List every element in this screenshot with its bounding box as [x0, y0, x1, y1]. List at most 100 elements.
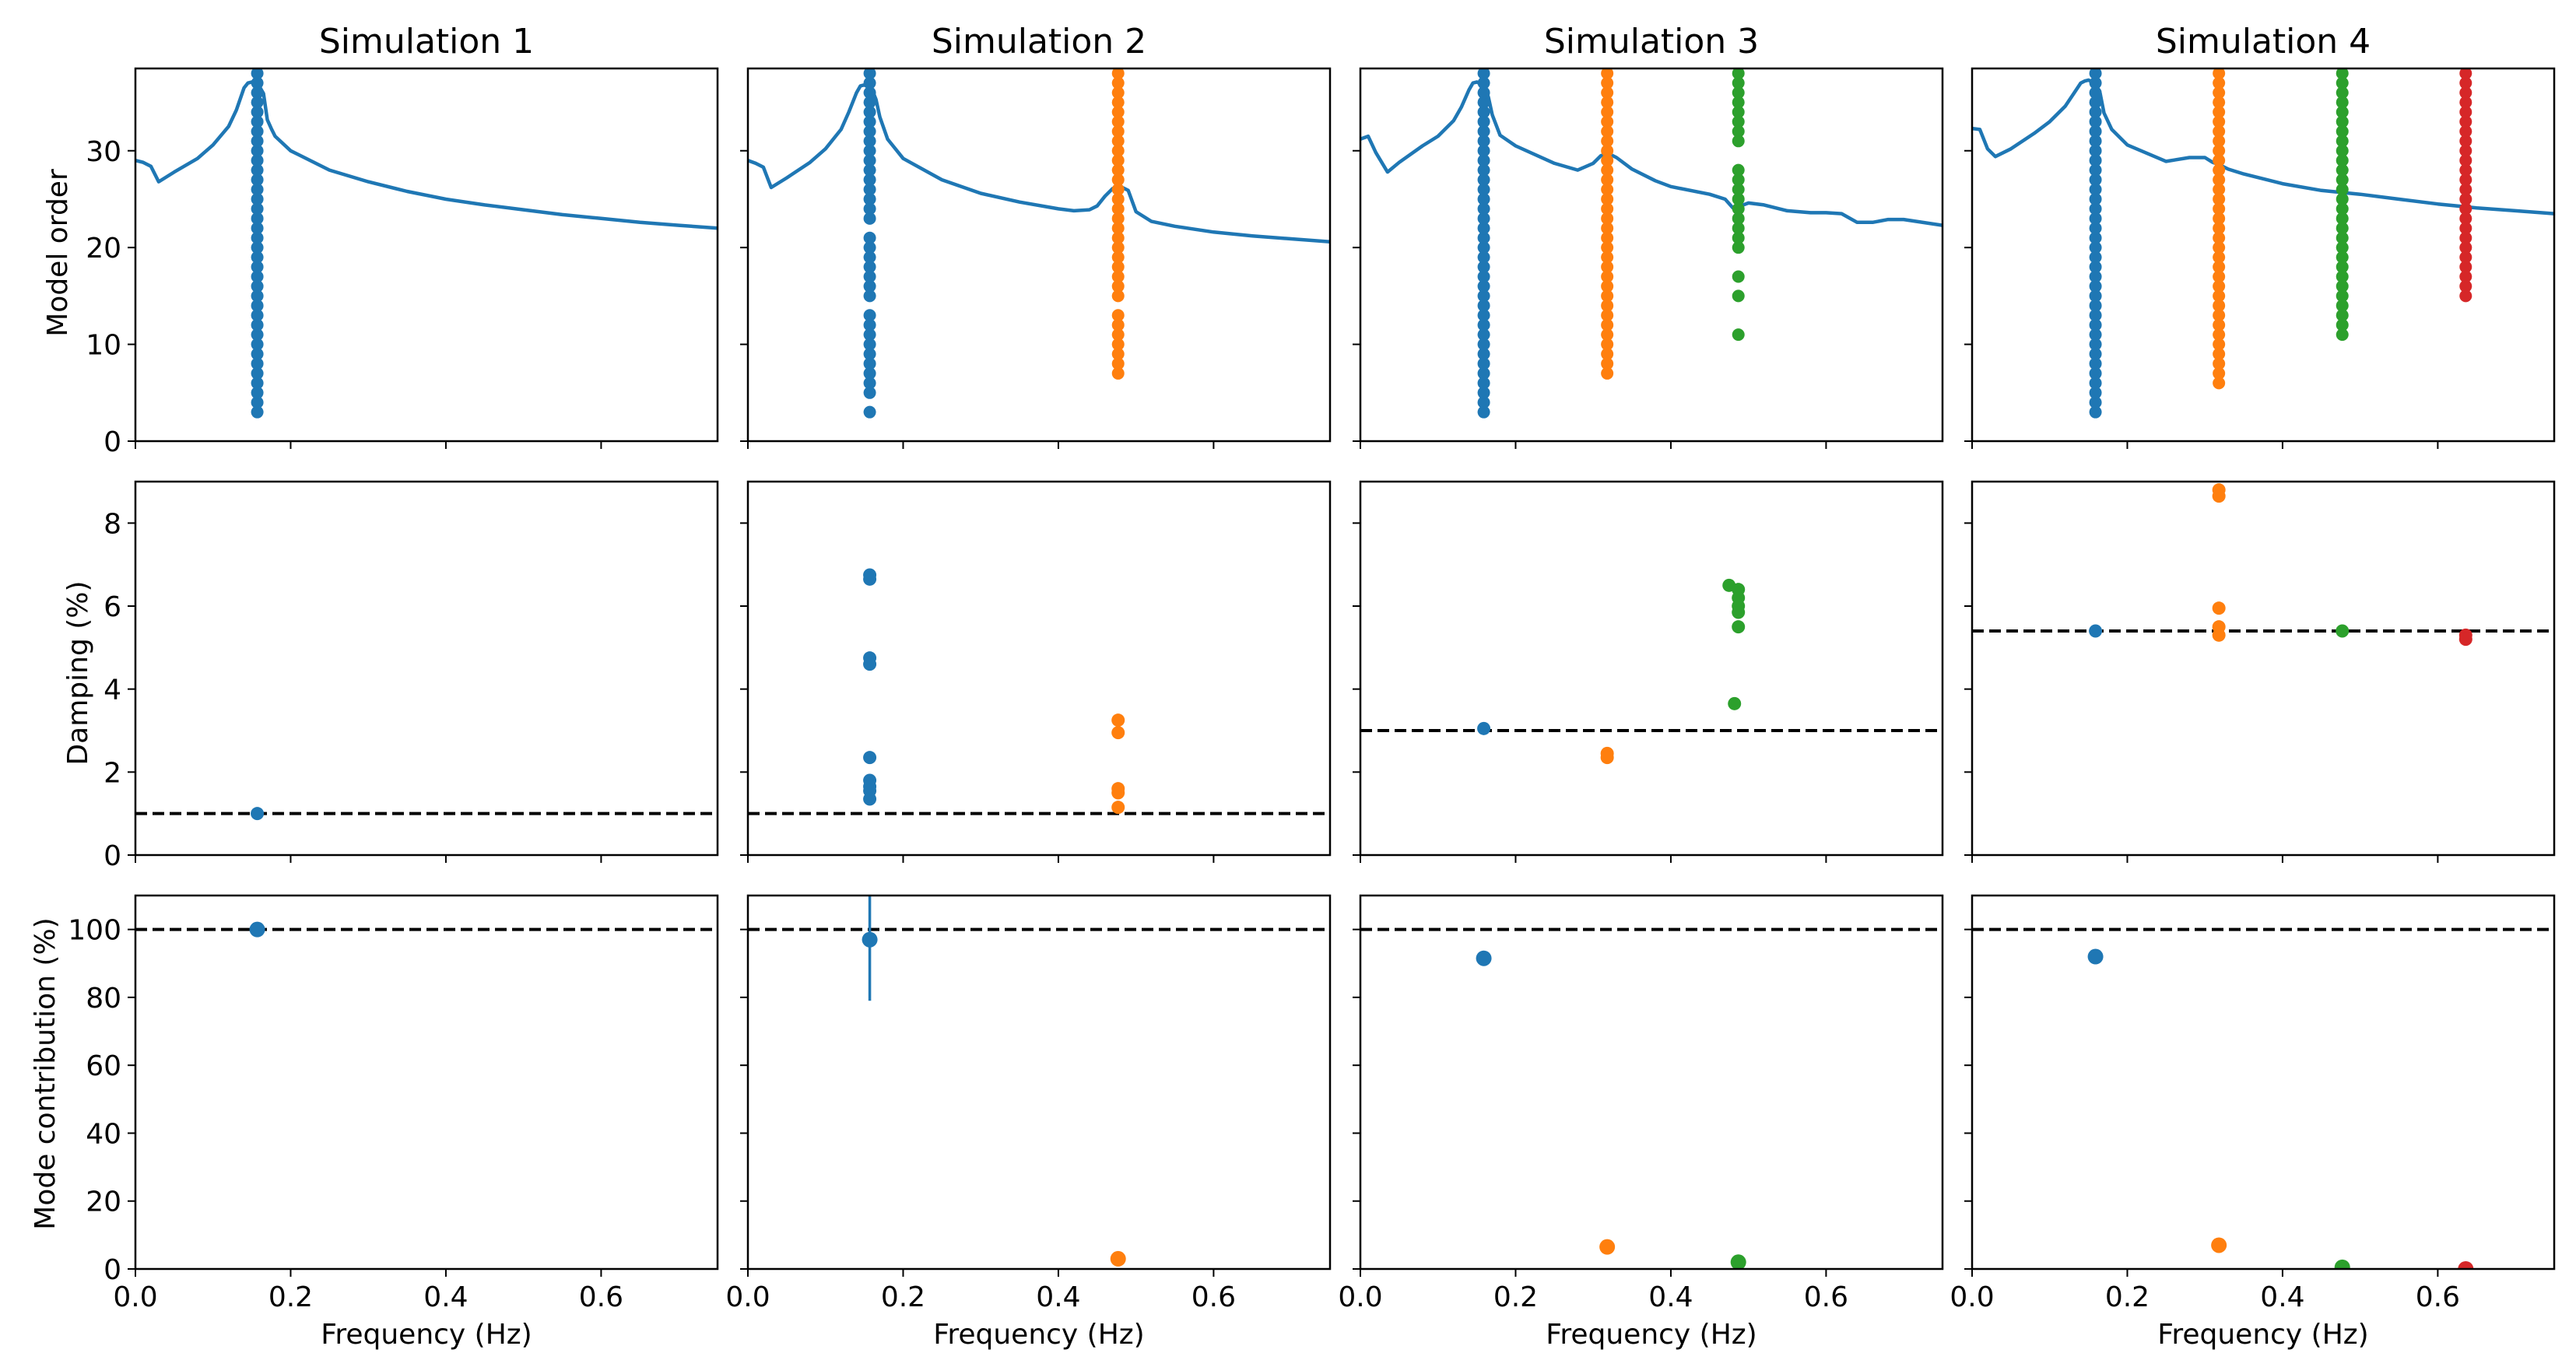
- stable-pole: [1601, 105, 1614, 118]
- stable-pole: [1477, 338, 1490, 351]
- stable-pole: [251, 386, 264, 399]
- stable-pole: [251, 270, 264, 283]
- y-tick-label: 30: [86, 136, 121, 168]
- damping-point: [1732, 620, 1746, 634]
- stable-pole: [1601, 135, 1614, 148]
- stable-pole: [2213, 348, 2226, 361]
- stable-pole: [1477, 328, 1490, 342]
- stable-pole: [2089, 154, 2102, 167]
- stable-pole: [251, 144, 264, 157]
- stable-pole: [863, 261, 876, 274]
- stable-pole: [1477, 386, 1490, 399]
- stable-pole: [2213, 212, 2226, 225]
- stable-pole: [1732, 115, 1745, 128]
- stable-pole: [2089, 270, 2102, 283]
- contribution-panel: 0.0 0.2 0.4 0.6 Frequency (Hz): [1950, 894, 2556, 1351]
- stable-pole: [2459, 241, 2472, 254]
- stable-pole: [1477, 299, 1490, 312]
- stable-pole: [1732, 174, 1745, 187]
- psd-curve: [135, 80, 718, 230]
- stable-pole: [1111, 222, 1125, 235]
- ylabel-damping: Damping (%): [62, 580, 94, 765]
- stable-pole: [1732, 289, 1745, 303]
- stable-pole: [1477, 396, 1490, 409]
- damping-point: [2336, 624, 2350, 638]
- stable-pole: [863, 231, 876, 244]
- stable-pole: [1601, 86, 1614, 100]
- stable-pole: [251, 202, 264, 216]
- plot-area: [135, 807, 718, 821]
- stable-pole: [1111, 309, 1125, 322]
- plot-area: [1360, 927, 1943, 1269]
- stable-pole: [2459, 68, 2472, 80]
- stable-pole: [251, 76, 264, 89]
- stable-pole: [1111, 144, 1125, 157]
- stable-pole: [863, 192, 876, 205]
- stable-pole: [2459, 135, 2472, 148]
- stable-pole: [1111, 328, 1125, 342]
- x-tick-label: 0.2: [881, 1281, 925, 1313]
- stable-pole: [1601, 212, 1614, 225]
- stable-pole: [2459, 251, 2472, 264]
- y-tick-label: 0: [104, 840, 121, 872]
- stable-pole: [863, 154, 876, 167]
- plot-area: [1360, 578, 1943, 765]
- damping-panel: [1964, 480, 2556, 863]
- panel-title: Simulation 1: [319, 22, 534, 61]
- contribution-point: [2334, 1259, 2350, 1269]
- stable-pole: [863, 348, 876, 361]
- stable-pole: [251, 241, 264, 254]
- damping-panel: 0 2 4 6 8: [104, 480, 719, 872]
- stable-pole: [1111, 163, 1125, 177]
- stable-pole: [251, 222, 264, 235]
- simulation-column: Simulation 1 0 10 20 30 0 2 4 6 8 0.0 0.2 0.4 0.6 0 20 4…: [68, 22, 719, 1351]
- stable-pole: [2459, 174, 2472, 187]
- stable-pole: [2336, 318, 2349, 331]
- y-tick-label: 20: [86, 1186, 121, 1218]
- stable-pole: [1732, 222, 1745, 235]
- stable-pole: [1111, 348, 1125, 361]
- stable-pole: [2089, 174, 2102, 187]
- stable-pole: [863, 405, 876, 419]
- x-tick-label: 0.2: [2105, 1281, 2150, 1313]
- stable-pole: [2213, 318, 2226, 331]
- stable-pole: [1111, 135, 1125, 148]
- stable-pole: [863, 105, 876, 118]
- stable-pole: [1111, 76, 1125, 89]
- y-tick-label: 80: [86, 983, 121, 1015]
- stable-pole: [1111, 231, 1125, 244]
- x-tick-label: 0.0: [113, 1281, 157, 1313]
- stable-pole: [1601, 231, 1614, 244]
- stable-pole: [2459, 86, 2472, 100]
- stable-pole: [1477, 154, 1490, 167]
- ylabel-model-order: Model order: [42, 169, 74, 337]
- stable-pole: [2213, 96, 2226, 109]
- x-tick-label: 0.4: [1648, 1281, 1693, 1313]
- stable-pole: [2213, 115, 2226, 128]
- stable-pole: [251, 279, 264, 293]
- stable-pole: [2089, 76, 2102, 89]
- stable-pole: [2089, 68, 2102, 80]
- contribution-panel: 0.0 0.2 0.4 0.6 0 20 40 60 80 100 Frequency (Hz): [68, 894, 719, 1351]
- stable-pole: [251, 396, 264, 409]
- stable-pole: [2089, 261, 2102, 274]
- stable-pole: [2336, 241, 2349, 254]
- x-tick-label: 0.2: [1493, 1281, 1538, 1313]
- x-tick-label: 0.4: [1036, 1281, 1080, 1313]
- stable-pole: [2213, 144, 2226, 157]
- stable-pole: [1732, 202, 1745, 216]
- contribution-panel: 0.0 0.2 0.4 0.6 Frequency (Hz): [1338, 894, 1944, 1351]
- stable-pole: [1732, 192, 1745, 205]
- contribution-point: [1599, 1239, 1616, 1255]
- stable-pole: [2336, 261, 2349, 274]
- stable-pole: [1477, 261, 1490, 274]
- stable-pole: [2213, 86, 2226, 100]
- axes-frame: [1971, 67, 2556, 443]
- damping-point: [2212, 489, 2226, 503]
- stable-pole: [2459, 212, 2472, 225]
- x-tick-label: 0.4: [2260, 1281, 2304, 1313]
- stable-pole: [863, 202, 876, 216]
- stable-pole: [251, 328, 264, 342]
- stable-pole: [1601, 76, 1614, 89]
- contribution-point: [1476, 950, 1492, 966]
